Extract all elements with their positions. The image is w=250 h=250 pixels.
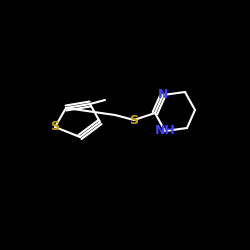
Text: S: S (50, 120, 59, 134)
Text: N: N (158, 88, 168, 102)
Text: NH: NH (154, 124, 176, 138)
Text: S: S (130, 114, 138, 126)
